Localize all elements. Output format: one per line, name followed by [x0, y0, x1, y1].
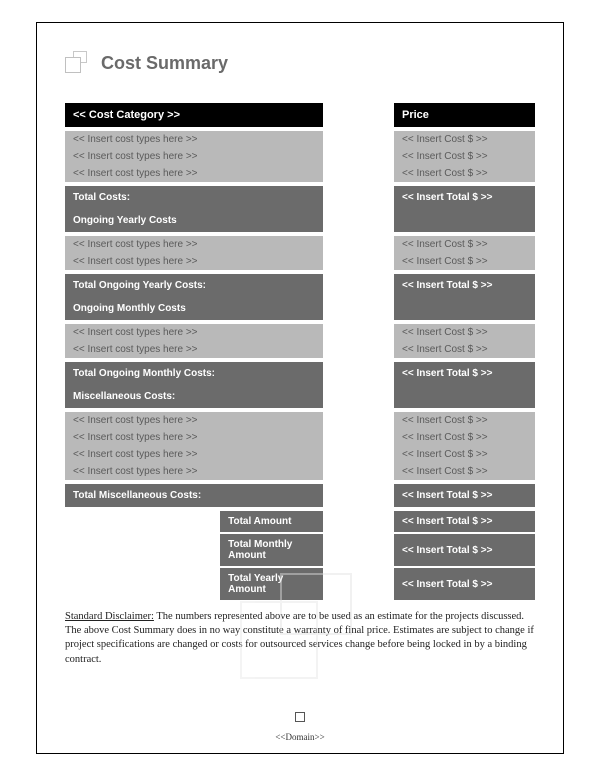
- footer-text: <<Domain>>: [275, 732, 324, 742]
- cost-summary-table: << Cost Category >> Price << Insert cost…: [65, 103, 535, 600]
- header-price: Price: [394, 103, 535, 127]
- section-total-row: Total Ongoing Monthly Costs: << Insert To…: [65, 362, 535, 385]
- section-header: Miscellaneous Costs:: [65, 385, 323, 408]
- table-row: << Insert cost types here >> << Insert Co…: [65, 446, 535, 463]
- section-header: Ongoing Monthly Costs: [65, 297, 323, 320]
- grand-total-row: Total Amount << Insert Total $ >>: [65, 511, 535, 532]
- cost-type-label: << Insert cost types here >>: [65, 131, 323, 148]
- table-row: << Insert cost types here >> << Insert Co…: [65, 165, 535, 182]
- total-label: Total Ongoing Yearly Costs:: [65, 274, 323, 297]
- grand-total-value: << Insert Total $ >>: [394, 511, 535, 532]
- cost-value: << Insert Cost $ >>: [394, 131, 535, 148]
- grand-total-row: Total Monthly Amount << Insert Total $ >>: [65, 534, 535, 566]
- table-row: << Insert cost types here >> << Insert Co…: [65, 412, 535, 429]
- cost-value: << Insert Cost $ >>: [394, 412, 535, 429]
- cost-type-label: << Insert cost types here >>: [65, 148, 323, 165]
- grand-total-value: << Insert Total $ >>: [394, 534, 535, 566]
- grand-total-label: Total Yearly Amount: [220, 568, 323, 600]
- cost-value: << Insert Cost $ >>: [394, 463, 535, 480]
- table-row: << Insert cost types here >> << Insert Co…: [65, 341, 535, 358]
- grand-total-value: << Insert Total $ >>: [394, 568, 535, 600]
- section-total-row: Total Costs: << Insert Total $ >>: [65, 186, 535, 209]
- section-header-row: Miscellaneous Costs:: [65, 385, 535, 408]
- cost-value: << Insert Cost $ >>: [394, 324, 535, 341]
- table-header-row: << Cost Category >> Price: [65, 103, 535, 127]
- cost-type-label: << Insert cost types here >>: [65, 165, 323, 182]
- cost-type-label: << Insert cost types here >>: [65, 236, 323, 253]
- logo-icon: [65, 51, 91, 75]
- cost-value: << Insert Cost $ >>: [394, 446, 535, 463]
- total-label: Total Miscellaneous Costs:: [65, 484, 323, 507]
- footer-square-icon: [295, 712, 305, 722]
- table-row: << Insert cost types here >> << Insert Co…: [65, 429, 535, 446]
- grand-total-label: Total Amount: [220, 511, 323, 532]
- disclaimer-text: Standard Disclaimer: The numbers represe…: [65, 610, 535, 667]
- page-footer: <<Domain>>: [37, 709, 563, 745]
- cost-value: << Insert Cost $ >>: [394, 236, 535, 253]
- table-row: << Insert cost types here >> << Insert Co…: [65, 324, 535, 341]
- page-title: Cost Summary: [101, 53, 228, 74]
- section-header-row: Ongoing Yearly Costs: [65, 209, 535, 232]
- table-row: << Insert cost types here >> << Insert Co…: [65, 131, 535, 148]
- total-value: << Insert Total $ >>: [394, 274, 535, 297]
- cost-value: << Insert Cost $ >>: [394, 148, 535, 165]
- cost-value: << Insert Cost $ >>: [394, 341, 535, 358]
- cost-type-label: << Insert cost types here >>: [65, 446, 323, 463]
- grand-total-row: Total Yearly Amount << Insert Total $ >>: [65, 568, 535, 600]
- cost-value: << Insert Cost $ >>: [394, 253, 535, 270]
- cost-type-label: << Insert cost types here >>: [65, 253, 323, 270]
- section-header: Ongoing Yearly Costs: [65, 209, 323, 232]
- title-row: Cost Summary: [65, 51, 535, 75]
- cost-type-label: << Insert cost types here >>: [65, 429, 323, 446]
- section-total-row: Total Miscellaneous Costs: << Insert Tota…: [65, 484, 535, 507]
- document-page: Cost Summary << Cost Category >> Price <…: [36, 22, 564, 754]
- header-category: << Cost Category >>: [65, 103, 323, 127]
- table-row: << Insert cost types here >> << Insert Co…: [65, 253, 535, 270]
- total-value: << Insert Total $ >>: [394, 484, 535, 507]
- total-label: Total Costs:: [65, 186, 323, 209]
- cost-type-label: << Insert cost types here >>: [65, 324, 323, 341]
- cost-type-label: << Insert cost types here >>: [65, 463, 323, 480]
- section-total-row: Total Ongoing Yearly Costs: << Insert Tot…: [65, 274, 535, 297]
- disclaimer-label: Standard Disclaimer:: [65, 611, 154, 622]
- total-label: Total Ongoing Monthly Costs:: [65, 362, 323, 385]
- table-row: << Insert cost types here >> << Insert Co…: [65, 148, 535, 165]
- grand-total-label: Total Monthly Amount: [220, 534, 323, 566]
- cost-value: << Insert Cost $ >>: [394, 165, 535, 182]
- total-value: << Insert Total $ >>: [394, 362, 535, 385]
- table-row: << Insert cost types here >> << Insert Co…: [65, 463, 535, 480]
- total-value: << Insert Total $ >>: [394, 186, 535, 209]
- cost-type-label: << Insert cost types here >>: [65, 412, 323, 429]
- cost-type-label: << Insert cost types here >>: [65, 341, 323, 358]
- table-row: << Insert cost types here >> << Insert Co…: [65, 236, 535, 253]
- cost-value: << Insert Cost $ >>: [394, 429, 535, 446]
- section-header-row: Ongoing Monthly Costs: [65, 297, 535, 320]
